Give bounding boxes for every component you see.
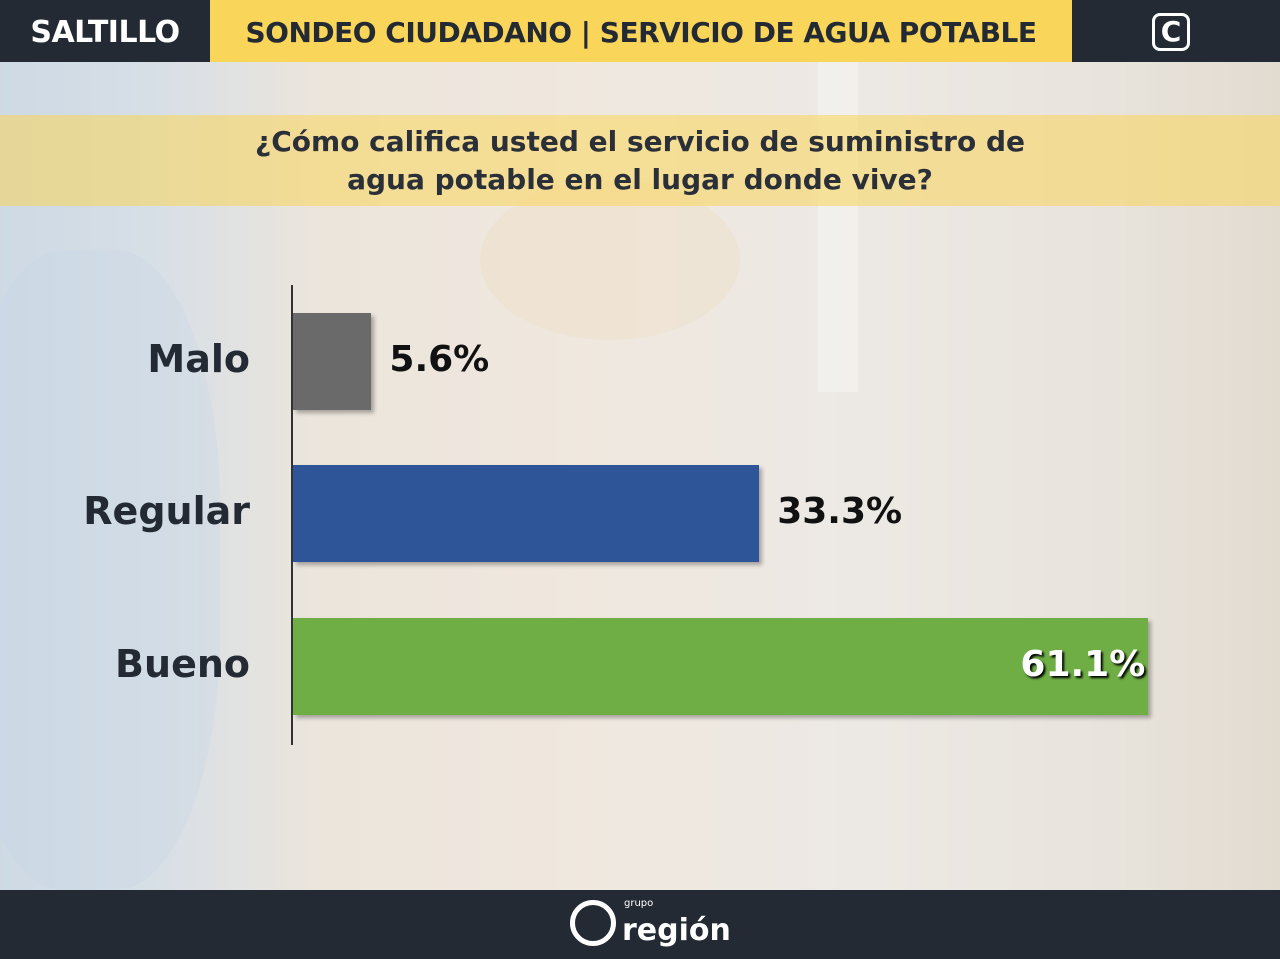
value-label: 5.6%: [389, 339, 490, 380]
bar-regular: [293, 465, 760, 562]
question-line-2: agua potable en el lugar donde vive?: [347, 163, 933, 196]
bar-bueno: [293, 618, 1149, 715]
brand-small: grupo: [624, 898, 654, 909]
page-title: SONDEO CIUDADANO | SERVICIO DE AGUA POTA…: [210, 0, 1072, 62]
question-line-1: ¿Cómo califica usted el servicio de sumi…: [254, 125, 1026, 158]
category-label: Malo: [147, 337, 250, 381]
header: SALTILLO SONDEO CIUDADANO | SERVICIO DE …: [0, 0, 1280, 62]
brand-name: región: [622, 913, 731, 948]
brand-logo-icon: C: [1152, 13, 1190, 51]
category-label: Regular: [83, 489, 250, 533]
grupo-region-logo-icon: [570, 900, 616, 946]
question-banner: ¿Cómo califica usted el servicio de sumi…: [0, 115, 1280, 206]
chart-axis: [291, 285, 293, 745]
category-label: Bueno: [115, 642, 250, 686]
city-label: SALTILLO: [30, 15, 180, 50]
bar-malo: [293, 313, 372, 410]
footer: grupo región: [0, 890, 1280, 959]
value-label: 61.1%: [1020, 644, 1146, 685]
value-label: 33.3%: [777, 491, 903, 532]
